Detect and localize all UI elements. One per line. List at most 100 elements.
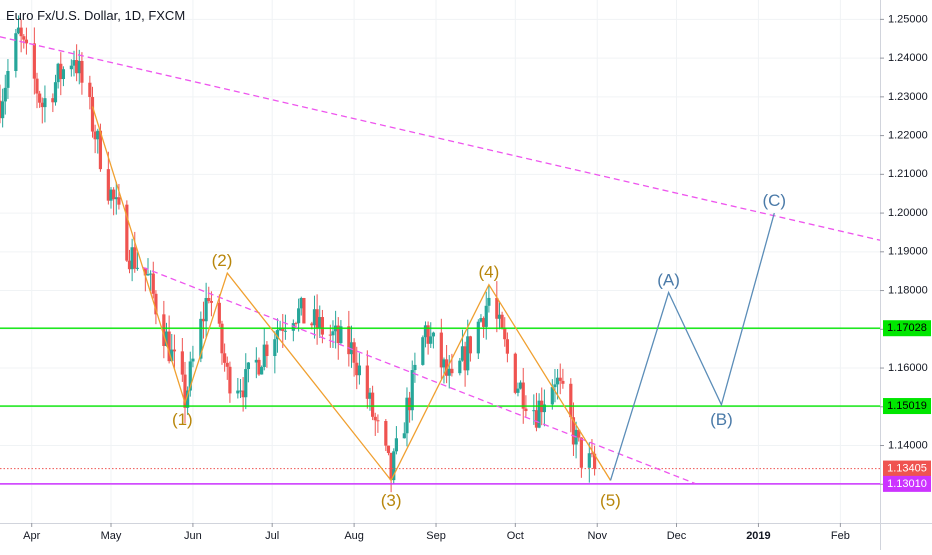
candle-body bbox=[254, 359, 258, 363]
candle-body bbox=[500, 314, 504, 329]
wave-label: (2) bbox=[212, 251, 233, 270]
candle-body bbox=[273, 339, 277, 357]
candle-body bbox=[19, 27, 23, 37]
candle-body bbox=[394, 438, 398, 452]
wave-line bbox=[609, 212, 775, 481]
candle-body bbox=[542, 404, 546, 413]
price-badge bbox=[883, 475, 931, 492]
candle-body bbox=[106, 169, 110, 201]
candle-body bbox=[143, 267, 147, 276]
candle-body bbox=[553, 384, 557, 388]
candle-body bbox=[590, 453, 594, 455]
candle-body bbox=[199, 318, 203, 359]
candle-body bbox=[571, 417, 576, 445]
candle-body bbox=[135, 267, 140, 269]
candle-body bbox=[392, 451, 396, 481]
candle-body bbox=[22, 36, 26, 40]
time-tick-label: Sep bbox=[426, 530, 446, 542]
candle-body bbox=[246, 362, 251, 370]
candle-body bbox=[445, 359, 449, 376]
candle-body bbox=[283, 330, 288, 332]
candle-body bbox=[447, 368, 451, 376]
candle-body bbox=[482, 318, 486, 327]
time-tick-label: Nov bbox=[587, 530, 607, 542]
candle-body bbox=[373, 416, 377, 421]
candle-body bbox=[51, 98, 55, 103]
candle-body bbox=[516, 388, 520, 393]
price-tick-label: 1.23000 bbox=[888, 91, 928, 103]
candle-body bbox=[521, 382, 525, 409]
candle-body bbox=[75, 60, 79, 74]
candle-body bbox=[339, 326, 343, 344]
candle-body bbox=[244, 369, 248, 398]
candle-body bbox=[534, 410, 539, 428]
candle-body bbox=[555, 377, 560, 385]
candle-body bbox=[3, 87, 7, 102]
candle-body bbox=[180, 351, 184, 375]
candle-body bbox=[386, 445, 391, 453]
candle-body bbox=[352, 342, 356, 363]
candle-body bbox=[1, 101, 5, 119]
candle-body bbox=[35, 78, 39, 94]
candle-body bbox=[146, 274, 150, 276]
candle-body bbox=[297, 308, 301, 324]
candle-body bbox=[207, 297, 211, 302]
candle-body bbox=[413, 364, 417, 371]
wave-label: (3) bbox=[381, 491, 402, 510]
candle-body bbox=[162, 314, 166, 347]
candle-body bbox=[463, 346, 467, 371]
candle-body bbox=[98, 130, 103, 170]
time-tick-label: Apr bbox=[23, 530, 40, 542]
price-tick-label: 1.18000 bbox=[888, 284, 928, 296]
wave-label: (4) bbox=[478, 263, 499, 282]
candle-body bbox=[262, 344, 266, 367]
candle-body bbox=[476, 321, 480, 354]
wave-label: (1) bbox=[172, 410, 193, 429]
price-tick-label: 1.24000 bbox=[888, 52, 928, 64]
candle-body bbox=[275, 330, 280, 340]
candle-body bbox=[347, 326, 351, 355]
candle-body bbox=[112, 189, 116, 200]
candle-body bbox=[524, 408, 528, 412]
candle-body bbox=[125, 204, 129, 261]
candle-body bbox=[439, 332, 443, 368]
candle-body bbox=[561, 380, 565, 384]
time-tick-label: May bbox=[101, 530, 122, 542]
price-tick-label: 1.25000 bbox=[888, 13, 928, 25]
candle-body bbox=[426, 325, 430, 344]
candle-body bbox=[349, 342, 354, 355]
candle-body bbox=[80, 60, 84, 83]
candle-body bbox=[281, 328, 285, 331]
trend-line bbox=[0, 36, 881, 241]
candle-body bbox=[587, 453, 591, 468]
candle-body bbox=[96, 130, 100, 140]
candle-body bbox=[592, 453, 597, 469]
candle-body bbox=[186, 390, 190, 408]
candle-body bbox=[410, 370, 414, 411]
candle-body bbox=[497, 314, 502, 319]
candle-body bbox=[537, 400, 541, 428]
candle-body bbox=[466, 336, 470, 371]
price-badge bbox=[883, 398, 931, 415]
wave-label: (C) bbox=[762, 191, 786, 210]
time-tick-label: Jun bbox=[184, 530, 202, 542]
candle-body bbox=[318, 317, 322, 328]
candle-body bbox=[43, 98, 47, 108]
time-tick-label: Feb bbox=[831, 530, 850, 542]
candle-body bbox=[460, 346, 465, 361]
candle-body bbox=[357, 365, 361, 376]
chart-title: Euro Fx/U.S. Dollar, 1D, FXCM bbox=[6, 8, 186, 23]
candle-body bbox=[109, 189, 113, 201]
candle-body bbox=[450, 368, 454, 374]
candle-body bbox=[56, 63, 60, 83]
candle-body bbox=[532, 410, 536, 412]
candle-body bbox=[405, 397, 409, 434]
candle-body bbox=[228, 366, 232, 394]
time-tick-label: Aug bbox=[344, 530, 364, 542]
candle-body bbox=[312, 309, 317, 326]
price-badge-label: 1.13010 bbox=[887, 478, 927, 490]
candle-body bbox=[550, 387, 554, 405]
candle-body bbox=[376, 420, 380, 422]
candle-body bbox=[191, 358, 195, 362]
